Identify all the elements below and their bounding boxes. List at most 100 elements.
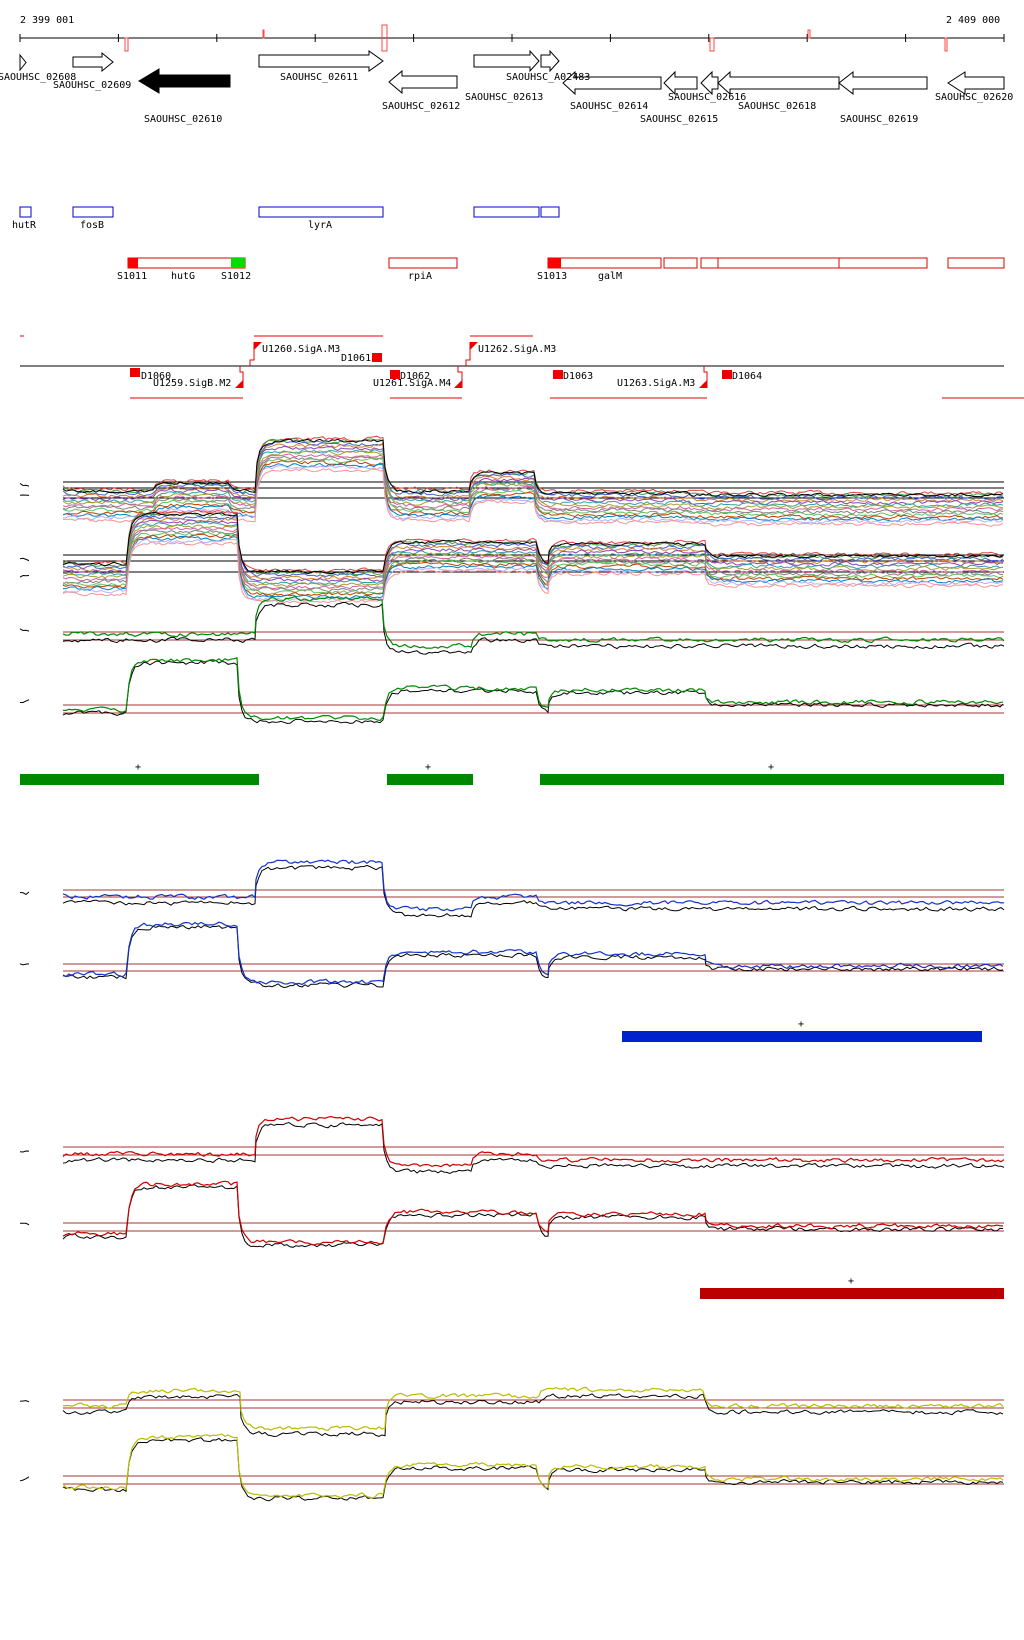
transcript-d-marker[interactable] — [722, 370, 732, 379]
expression-trace — [62, 453, 1004, 512]
red-feature-box[interactable] — [388, 257, 458, 269]
blue-feature-box[interactable] — [19, 206, 32, 218]
expression-trace — [63, 657, 1004, 722]
gene-arrow[interactable] — [258, 50, 384, 72]
gene-arrow[interactable] — [72, 51, 114, 73]
gene-arrow[interactable] — [717, 70, 840, 96]
expression-trace — [62, 864, 1005, 918]
condition-segment-bar[interactable] — [700, 1288, 1004, 1299]
expression-trace — [62, 1184, 1004, 1248]
blue-profile-upper — [19, 859, 1005, 918]
transcript-end-flag[interactable] — [699, 380, 707, 388]
expression-trace — [63, 467, 1004, 527]
red-feature-box[interactable] — [547, 257, 662, 269]
expression-trace-stub — [19, 1150, 30, 1153]
blue-feature-box[interactable] — [473, 206, 540, 218]
gene-label: SAOUHSC_02609 — [53, 80, 131, 91]
red-feature-box[interactable] — [947, 257, 1005, 269]
red-feature-box[interactable] — [700, 257, 928, 269]
gene-arrow[interactable] — [838, 70, 928, 96]
gene-arrow[interactable] — [562, 70, 662, 96]
transcript-d-marker[interactable] — [130, 368, 140, 377]
green-profile-lower — [20, 657, 1004, 724]
transcript-d-marker[interactable] — [553, 370, 563, 379]
feature-marker-s1012[interactable] — [231, 258, 245, 268]
blue-feature-box[interactable] — [72, 206, 114, 218]
condition-segment-bar[interactable] — [622, 1031, 982, 1042]
transcript-label: D1060 — [141, 371, 171, 382]
expression-trace — [62, 515, 1004, 578]
blue-feature-track — [19, 206, 560, 218]
gene-arrow[interactable] — [663, 70, 698, 96]
condition-segment-sign: + — [425, 762, 431, 773]
transcript-end-flag[interactable] — [235, 380, 243, 388]
red-feature-label: rpiA — [408, 271, 432, 282]
green-profile-upper — [19, 595, 1005, 655]
expression-trace — [62, 526, 1004, 590]
condition-segment-bar[interactable] — [387, 774, 473, 785]
expression-trace — [62, 462, 1004, 523]
ruler-marker — [381, 24, 388, 52]
gene-arrow[interactable] — [473, 49, 540, 73]
ruler-marker — [944, 37, 948, 52]
ruler-end-label: 2 409 000 — [946, 15, 1000, 26]
gene-track — [19, 49, 1005, 96]
gene-arrow[interactable] — [19, 53, 27, 72]
feature-marker-label: S1012 — [221, 271, 251, 282]
condition-segment-bar[interactable] — [540, 774, 1004, 785]
expression-trace-stub — [19, 628, 30, 632]
expression-trace — [62, 438, 1004, 498]
yellow-profile-upper — [19, 1386, 1004, 1438]
red-feature-box[interactable] — [663, 257, 698, 269]
transcript-d-marker[interactable] — [372, 353, 382, 362]
condition-segment-bar[interactable] — [20, 774, 259, 785]
expression-trace — [62, 519, 1004, 583]
expression-trace-stub — [19, 891, 30, 895]
expression-trace-stub — [20, 699, 30, 703]
expression-trace-stub — [19, 482, 30, 487]
feature-marker-s1013[interactable] — [548, 258, 561, 268]
gene-arrow[interactable] — [540, 49, 560, 73]
red-feature-box[interactable] — [127, 257, 246, 269]
expression-trace — [62, 924, 1004, 989]
transcript-start-flag[interactable] — [470, 342, 478, 350]
ruler-marker — [262, 29, 265, 39]
gene-label: SAOUHSC_02615 — [640, 114, 718, 125]
ruler-markers — [124, 24, 948, 52]
blue-feature-box[interactable] — [258, 206, 384, 218]
transcript-step — [249, 342, 255, 366]
expression-profiles — [19, 435, 1005, 1502]
transcript-label: U1259.SigB.M2 — [153, 378, 231, 389]
expression-trace-stub — [19, 1222, 30, 1226]
expression-trace — [62, 538, 1004, 602]
transcript-label: U1260.SigA.M3 — [262, 344, 340, 355]
gene-label: SAOUHSC_02616 — [668, 92, 746, 103]
gene-label: SAOUHSC_02608 — [0, 72, 76, 83]
gene-label: SAOUHSC_A02483 — [506, 72, 590, 83]
gene-arrow[interactable] — [138, 68, 231, 94]
expression-trace — [62, 464, 1004, 524]
condition-segment-sign: + — [135, 762, 141, 773]
feature-marker-s1011[interactable] — [128, 258, 138, 268]
expression-trace — [62, 517, 1004, 581]
ruler-marker — [124, 37, 129, 52]
transcript-d-marker[interactable] — [390, 370, 400, 379]
gene-arrow[interactable] — [388, 69, 458, 95]
gene-arrow[interactable] — [947, 71, 1005, 95]
blue-feature-label: fosB — [80, 220, 104, 231]
expression-trace — [62, 1393, 1004, 1438]
transcript-start-flag[interactable] — [254, 342, 262, 350]
transcript-track: U1260.SigA.M3 D1061 U1262.SigA.M3 D1060 … — [20, 335, 1024, 399]
expression-trace — [62, 541, 1004, 604]
expression-trace — [62, 921, 1004, 986]
expression-trace — [62, 1433, 1004, 1499]
gene-label: SAOUHSC_02613 — [465, 92, 543, 103]
expression-trace — [62, 1121, 1005, 1175]
gene-label: SAOUHSC_02610 — [144, 114, 222, 125]
gene-arrow[interactable] — [700, 70, 719, 96]
blue-feature-box[interactable] — [540, 206, 560, 218]
transcript-end-flag[interactable] — [454, 380, 462, 388]
transcript-label: U1261.SigA.M4 — [373, 378, 451, 389]
expression-trace — [62, 533, 1004, 597]
